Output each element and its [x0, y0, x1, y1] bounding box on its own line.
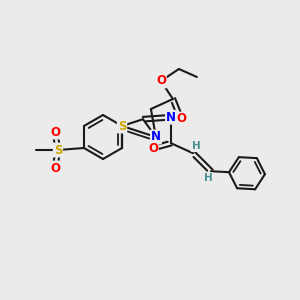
Text: H: H [192, 141, 200, 151]
Text: H: H [204, 173, 212, 183]
Text: S: S [118, 119, 126, 133]
Text: N: N [151, 130, 161, 143]
Text: O: O [148, 142, 158, 155]
Text: O: O [156, 74, 166, 88]
Text: O: O [50, 125, 60, 139]
Text: S: S [54, 143, 62, 157]
Text: O: O [176, 112, 186, 125]
Text: N: N [166, 111, 176, 124]
Text: O: O [50, 161, 60, 175]
